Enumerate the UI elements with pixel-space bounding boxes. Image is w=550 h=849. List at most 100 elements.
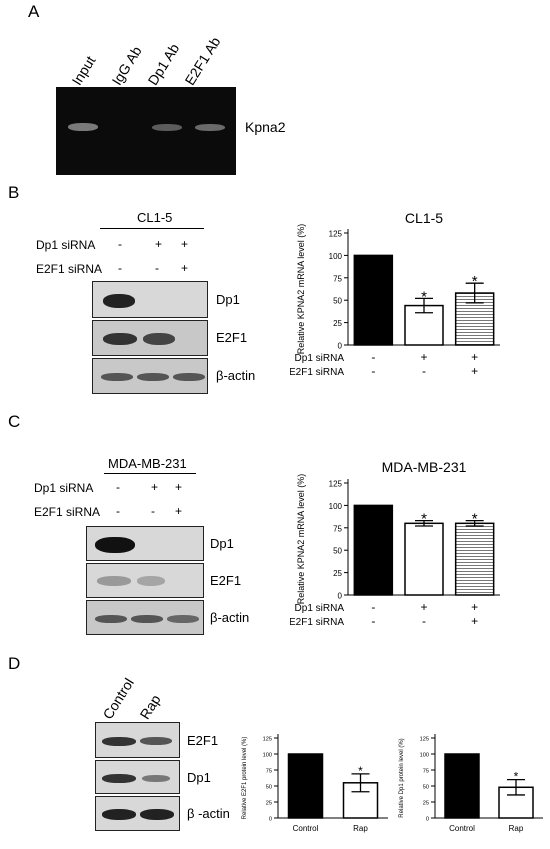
gel-band-e2f1 <box>195 124 225 131</box>
sign: + <box>155 237 163 251</box>
panel-d-label: D <box>8 654 21 673</box>
lane-label-rap: Rap <box>136 691 164 722</box>
row-label: E2F1 siRNA <box>290 367 344 378</box>
band <box>102 737 136 746</box>
row-label-dp1-sirna: Dp1 siRNA <box>34 481 94 495</box>
band <box>101 373 133 381</box>
sign: + <box>181 237 189 251</box>
chart-b: CL1-5 Relative KPNA2 mRNA level (%) 0 25 50 7… <box>290 210 500 378</box>
blot-label: Dp1 <box>187 770 211 785</box>
band <box>173 373 205 381</box>
blot-actin-mda <box>86 600 204 635</box>
y-tick-label: 25 <box>333 569 342 578</box>
bar <box>444 753 480 819</box>
y-tick-label: 125 <box>263 736 272 742</box>
blot-label: Dp1 <box>210 536 234 551</box>
chart-title: CL1-5 <box>405 210 443 226</box>
y-tick-label: 75 <box>266 768 272 774</box>
significance-star: * <box>472 273 478 290</box>
y-axis-label: Relative KPNA2 mRNA level (%) <box>296 474 306 605</box>
band <box>102 774 136 783</box>
significance-star: * <box>421 511 427 528</box>
y-tick-label: 100 <box>329 502 343 511</box>
chart-d2: Relative Dp1 protein level (%) 0 25 50 75 100… <box>399 734 543 833</box>
y-tick-label: 125 <box>420 736 429 742</box>
bar <box>353 504 394 596</box>
blot-actin-cl15 <box>92 358 208 394</box>
bar <box>404 522 444 596</box>
row-sign: - <box>422 364 426 378</box>
y-tick-label: 0 <box>338 592 343 601</box>
y-tick-label: 0 <box>269 816 272 822</box>
band <box>131 615 163 623</box>
band <box>167 615 199 623</box>
sign: + <box>175 504 183 518</box>
cell-line-cl15: CL1-5 <box>137 210 173 225</box>
gel-band-dp1 <box>152 124 182 131</box>
blot-dp1-mda <box>86 526 204 561</box>
band <box>143 333 175 345</box>
significance-star: * <box>358 764 363 778</box>
cell-line-underline <box>104 473 196 474</box>
blot-e2f1-cl15 <box>92 320 208 356</box>
band <box>137 373 169 381</box>
y-tick-label: 0 <box>338 342 343 351</box>
x-category-label: Control <box>293 824 319 833</box>
band <box>142 775 170 782</box>
bar <box>287 753 324 819</box>
blot-label: β-actin <box>210 610 250 625</box>
row-sign: + <box>420 600 427 614</box>
significance-star: * <box>514 770 519 784</box>
row-label-dp1-sirna: Dp1 siRNA <box>36 238 96 252</box>
gene-label-kpna2: Kpna2 <box>245 119 286 135</box>
panel-c-label: C <box>8 412 21 431</box>
blot-actin-rap <box>95 796 180 831</box>
sign: - <box>118 261 122 275</box>
row-sign: - <box>371 350 375 364</box>
y-tick-label: 100 <box>263 752 272 758</box>
y-tick-label: 50 <box>423 784 429 790</box>
y-tick-label: 25 <box>266 800 272 806</box>
row-sign: - <box>422 614 426 628</box>
blot-e2f1-rap <box>95 722 180 758</box>
blot-label: β -actin <box>187 806 230 821</box>
y-tick-label: 0 <box>426 816 429 822</box>
y-tick-label: 25 <box>333 319 342 328</box>
row-sign: - <box>371 614 375 628</box>
row-label: Dp1 siRNA <box>295 603 345 614</box>
row-label-e2f1-sirna: E2F1 siRNA <box>34 505 101 519</box>
blot-label: β-actin <box>216 368 256 383</box>
band <box>95 615 127 623</box>
sign: - <box>151 504 155 518</box>
lane-label-control: Control <box>99 675 137 722</box>
cell-line-mdamb231: MDA-MB-231 <box>108 456 187 471</box>
lane-label-e2f1: E2F1 Ab <box>181 33 224 88</box>
y-tick-label: 75 <box>333 274 342 283</box>
y-axis-label: Relative E2F1 protein level (%) <box>242 737 248 820</box>
y-axis-label: Relative KPNA2 mRNA level (%) <box>296 224 306 355</box>
sign: + <box>175 480 183 494</box>
row-sign: - <box>371 364 375 378</box>
lane-label-dp1: Dp1 Ab <box>144 40 183 88</box>
row-sign: + <box>471 614 478 628</box>
band <box>102 809 136 820</box>
blot-dp1-cl15 <box>92 281 208 318</box>
y-tick-label: 125 <box>329 480 343 489</box>
band <box>103 294 135 308</box>
x-category-label: Control <box>449 824 475 833</box>
band <box>103 333 137 345</box>
sign: + <box>151 480 159 494</box>
y-tick-label: 75 <box>333 524 342 533</box>
blot-label: E2F1 <box>216 330 248 345</box>
blot-label: E2F1 <box>210 573 242 588</box>
row-sign: + <box>471 350 478 364</box>
y-tick-label: 75 <box>423 768 429 774</box>
cell-line-underline <box>100 228 204 229</box>
x-category-label: Rap <box>509 824 524 833</box>
y-axis-label: Relative Dp1 protein level (%) <box>399 738 405 817</box>
panel-a-label: A <box>28 2 40 21</box>
significance-star: * <box>472 511 478 528</box>
y-tick-label: 100 <box>420 752 429 758</box>
panel-b-label: B <box>8 183 20 202</box>
sign: - <box>118 237 122 251</box>
